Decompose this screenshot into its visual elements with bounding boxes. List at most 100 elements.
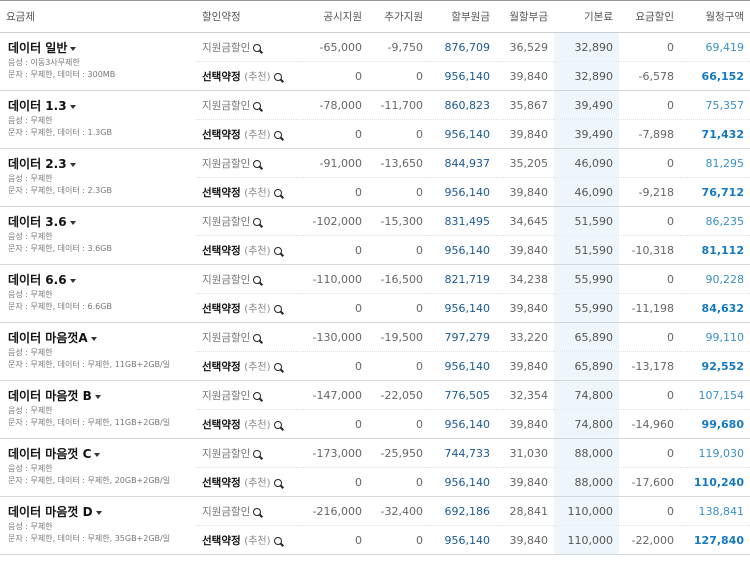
select-contract-option[interactable]: 선택약정 (추천)	[196, 61, 296, 91]
search-icon[interactable]	[273, 363, 282, 371]
search-icon[interactable]	[253, 275, 262, 284]
plan-cell: 데이터 일반 음성 : 이동3사무제한 문자 : 무제한, 데이터 : 300MB	[0, 32, 196, 91]
support-fee-discount: 0	[619, 148, 680, 178]
select-contract-option[interactable]: 선택약정 (추천)	[196, 119, 296, 149]
support-fee-discount: 0	[619, 438, 680, 468]
support-monthly-installment: 34,645	[496, 206, 554, 236]
support-public-support: -110,000	[296, 264, 368, 294]
plan-name-dropdown[interactable]: 데이터 마음껏 D	[8, 503, 190, 520]
support-installment-principal: 744,733	[429, 438, 496, 468]
plan-name: 데이터 3.6	[8, 215, 67, 229]
support-discount-option[interactable]: 지원금할인	[196, 264, 296, 294]
plan-name-dropdown[interactable]: 데이터 2.3	[8, 155, 190, 172]
support-extra-support: -11,700	[368, 90, 429, 120]
select-base-fee: 39,490	[554, 119, 619, 149]
search-icon[interactable]	[273, 131, 282, 139]
support-monthly-total: 75,357	[680, 90, 750, 120]
select-installment-principal: 956,140	[429, 119, 496, 149]
search-icon[interactable]	[253, 507, 262, 516]
select-fee-discount: -13,178	[619, 351, 680, 381]
plan-name-dropdown[interactable]: 데이터 마음껏 C	[8, 445, 190, 462]
search-icon[interactable]	[273, 247, 282, 255]
support-discount-option[interactable]: 지원금할인	[196, 380, 296, 410]
support-discount-option[interactable]: 지원금할인	[196, 148, 296, 178]
header-plan: 요금제	[0, 0, 196, 33]
select-base-fee: 74,800	[554, 409, 619, 439]
support-monthly-total: 107,154	[680, 380, 750, 410]
select-contract-option[interactable]: 선택약정 (추천)	[196, 409, 296, 439]
search-icon[interactable]	[253, 101, 262, 110]
plan-spec-line: 문자 : 무제한, 데이터 : 3.6GB	[8, 244, 112, 253]
select-base-fee: 46,090	[554, 177, 619, 207]
search-icon[interactable]	[273, 421, 282, 429]
plan-spec-line: 문자 : 무제한, 데이터 : 1.3GB	[8, 128, 112, 137]
search-icon[interactable]	[273, 479, 282, 487]
support-discount-option[interactable]: 지원금할인	[196, 206, 296, 236]
support-base-fee: 88,000	[554, 438, 619, 468]
search-icon[interactable]	[273, 73, 282, 81]
chevron-down-icon	[95, 511, 102, 515]
search-icon[interactable]	[253, 333, 262, 342]
search-icon[interactable]	[273, 305, 282, 313]
select-contract-option[interactable]: 선택약정 (추천)	[196, 293, 296, 323]
plan-spec-line: 음성 : 무제한	[8, 116, 53, 125]
select-contract-option[interactable]: 선택약정 (추천)	[196, 525, 296, 555]
search-icon[interactable]	[273, 189, 282, 197]
support-discount-option[interactable]: 지원금할인	[196, 496, 296, 526]
plan-name-dropdown[interactable]: 데이터 마음껏A	[8, 329, 190, 346]
select-contract-label: 선택약정	[202, 245, 241, 257]
support-monthly-installment: 33,220	[496, 322, 554, 352]
select-contract-option[interactable]: 선택약정 (추천)	[196, 351, 296, 381]
table-row: 선택약정 (추천) 0 0 956,140 39,840 51,590 -10,318 81,…	[0, 235, 750, 265]
plan-spec-line: 문자 : 무제한, 데이터 : 무제한, 11GB+2GB/일	[8, 360, 171, 369]
support-discount-option[interactable]: 지원금할인	[196, 438, 296, 468]
support-extra-support: -15,300	[368, 206, 429, 236]
support-discount-option[interactable]: 지원금할인	[196, 322, 296, 352]
support-base-fee: 51,590	[554, 206, 619, 236]
support-discount-label: 지원금할인	[202, 99, 251, 112]
select-public-support: 0	[296, 61, 368, 91]
support-installment-principal: 692,186	[429, 496, 496, 526]
recommend-label: (추천)	[244, 130, 271, 141]
plan-cell: 데이터 3.6 음성 : 무제한 문자 : 무제한, 데이터 : 3.6GB	[0, 206, 196, 265]
select-contract-option[interactable]: 선택약정 (추천)	[196, 235, 296, 265]
plan-name: 데이터 마음껏 D	[8, 505, 93, 519]
select-contract-option[interactable]: 선택약정 (추천)	[196, 467, 296, 497]
plan-name: 데이터 6.6	[8, 273, 67, 287]
support-discount-label: 지원금할인	[202, 389, 251, 402]
support-public-support: -65,000	[296, 32, 368, 62]
select-extra-support: 0	[368, 351, 429, 381]
plan-cell: 데이터 마음껏 C 음성 : 무제한 문자 : 무제한, 데이터 : 무제한, 20…	[0, 438, 196, 497]
support-discount-option[interactable]: 지원금할인	[196, 90, 296, 120]
search-icon[interactable]	[273, 537, 282, 545]
support-discount-label: 지원금할인	[202, 215, 251, 228]
table-row: 데이터 6.6 음성 : 무제한 문자 : 무제한, 데이터 : 6.6GB 지원금할…	[0, 264, 750, 323]
search-icon[interactable]	[253, 391, 262, 400]
select-contract-label: 선택약정	[202, 129, 241, 141]
search-icon[interactable]	[253, 217, 262, 226]
select-fee-discount: -10,318	[619, 235, 680, 265]
chevron-down-icon	[69, 163, 76, 167]
search-icon[interactable]	[253, 43, 262, 52]
support-fee-discount: 0	[619, 90, 680, 120]
plan-name-dropdown[interactable]: 데이터 3.6	[8, 213, 190, 230]
select-contract-option[interactable]: 선택약정 (추천)	[196, 177, 296, 207]
support-monthly-total: 86,235	[680, 206, 750, 236]
plan-name-dropdown[interactable]: 데이터 6.6	[8, 271, 190, 288]
plan-name-dropdown[interactable]: 데이터 1.3	[8, 97, 190, 114]
plan-name-dropdown[interactable]: 데이터 마음껏 B	[8, 387, 190, 404]
plan-spec-line: 음성 : 무제한	[8, 348, 53, 357]
select-extra-support: 0	[368, 119, 429, 149]
select-contract-label: 선택약정	[202, 535, 241, 547]
search-icon[interactable]	[253, 159, 262, 168]
search-icon[interactable]	[253, 449, 262, 458]
header-public-support: 공시지원	[296, 0, 368, 33]
support-extra-support: -19,500	[368, 322, 429, 352]
select-extra-support: 0	[368, 177, 429, 207]
select-fee-discount: -17,600	[619, 467, 680, 497]
select-installment-principal: 956,140	[429, 525, 496, 555]
plan-name-dropdown[interactable]: 데이터 일반	[8, 39, 190, 56]
support-discount-option[interactable]: 지원금할인	[196, 32, 296, 62]
